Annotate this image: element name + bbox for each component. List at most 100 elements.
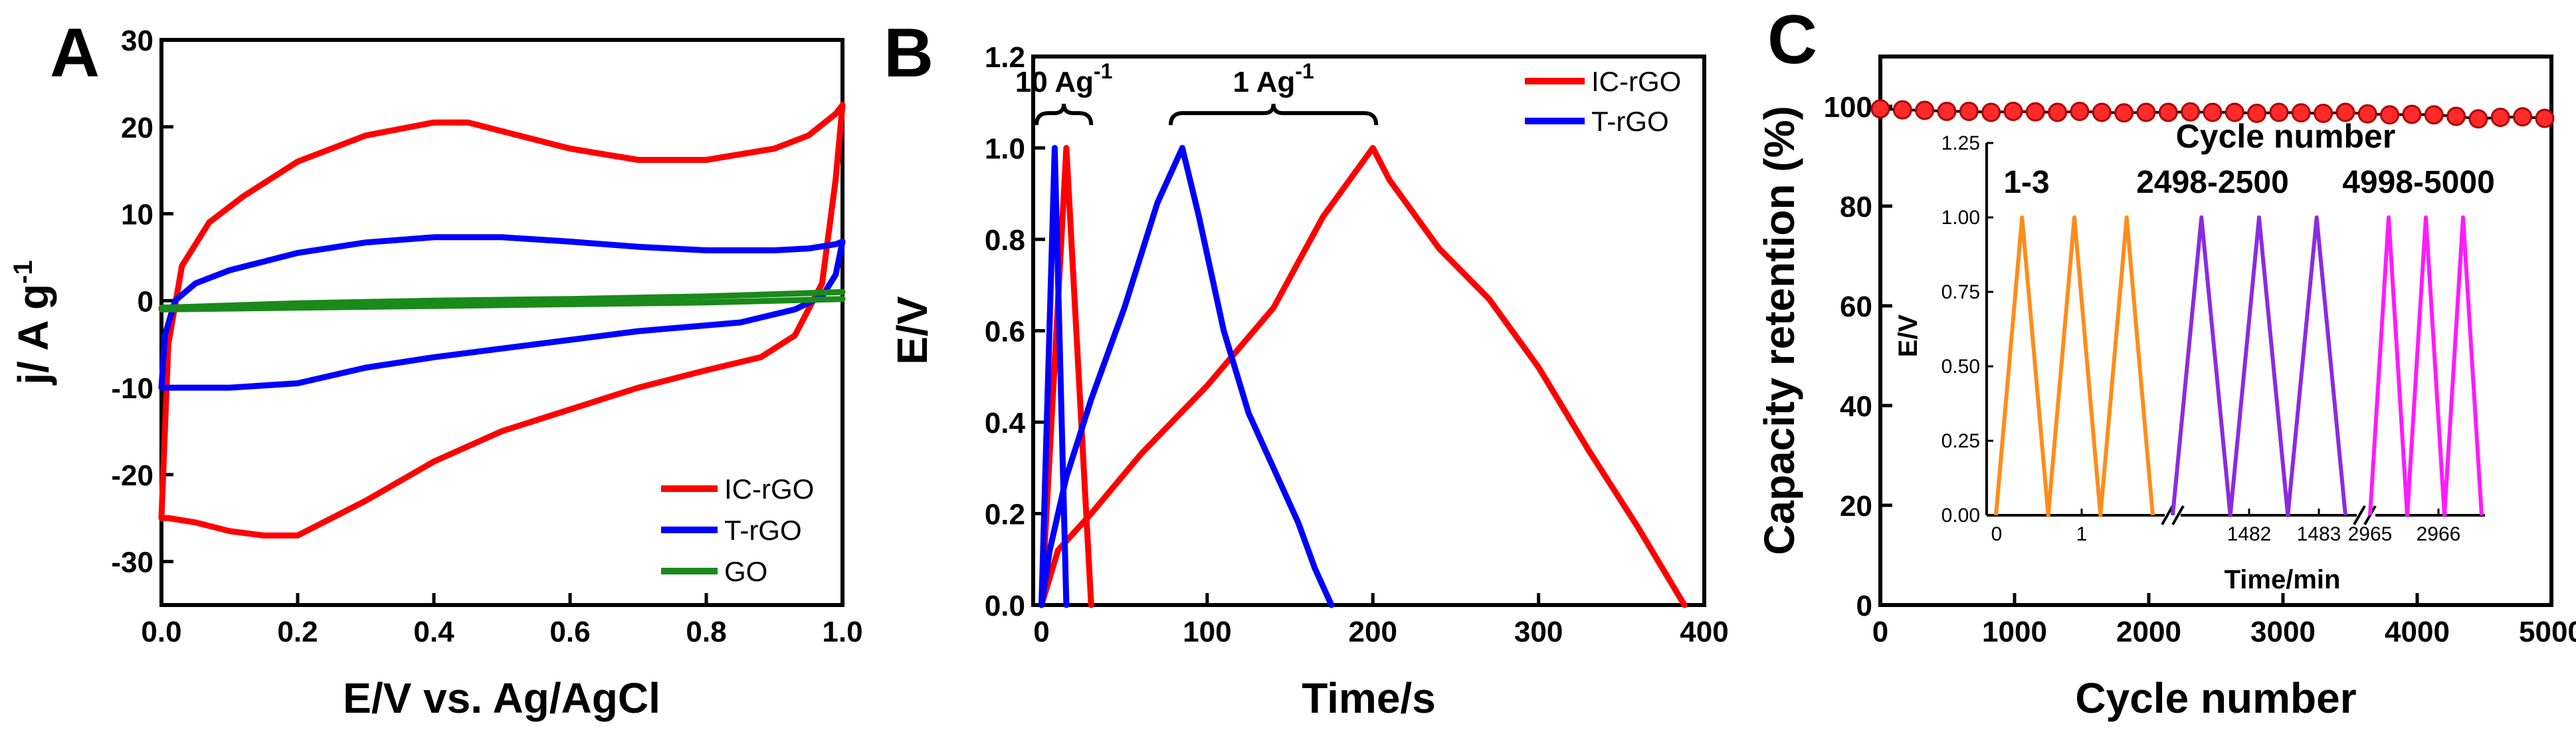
b-ytick-label: 0.6 [985,316,1025,348]
b-annotation-label-0: 10 Ag-1 [1015,59,1113,98]
b-annotation-text-1: 1 Ag [1233,66,1296,98]
panel-b-x-axis-label: Time/s [1302,674,1436,722]
c-retention-point [2114,103,2134,123]
c-retention-point [1981,102,2001,122]
a-series-ic-rgo-cathodic [158,102,846,539]
c-retention-point [2380,105,2400,125]
a-ytick-label: -10 [111,372,153,405]
inset-group-label-2: 2498-2500 [2136,165,2289,200]
c-xtick-label: 0 [1872,616,1888,648]
inset-ytick-label: 1.25 [1941,132,1980,154]
c-retention-point [2424,105,2444,125]
b-annotation-superscript-1: -1 [1295,59,1314,83]
b-ytick-label: 1.0 [985,133,1025,166]
inset-xtick-label: 2966 [2417,523,2461,545]
a-xtick-label: 0.4 [413,616,454,648]
c-retention-point [2092,102,2112,122]
legend-label-go: GO [724,556,767,587]
inset-group-label-1: 1-3 [2003,165,2049,200]
a-ytick-label: 0 [138,285,153,318]
c-retention-point [1937,102,1957,121]
panel-b-series [1039,145,1688,608]
c-retention-point [2025,102,2045,122]
b-annotation-brace-1 [1168,103,1379,126]
b-xtick-label: 300 [1514,616,1563,648]
b-series-t-rgo-1Ag [1039,145,1335,608]
inset-ytick-label: 0.00 [1941,505,1980,527]
panel-a-x-ticks: 0.0 0.2 0.4 0.6 0.8 1.0 [141,593,863,648]
inset-ytick-label: 0.25 [1941,430,1980,452]
a-xtick-label: 1.0 [822,616,862,648]
b-ytick-label: 0.2 [985,499,1025,531]
inset-xtick-label: 1483 [2297,523,2341,545]
b-xtick-label: 0 [1033,616,1049,648]
c-retention-point [2402,104,2422,124]
c-retention-point [1959,102,1979,121]
b-annotation-brace-0 [1034,103,1094,126]
b-ytick-label: 0.0 [985,590,1025,622]
c-ytick-label: 60 [1840,291,1872,323]
a-xtick-label: 0.2 [277,616,318,648]
a-ytick-label: 20 [121,112,153,144]
c-retention-point [2225,102,2244,122]
a-series-ic-rgo-anodic [158,102,846,521]
a-xtick-label: 0.0 [141,616,181,648]
b-annotation-superscript-0: -1 [1094,59,1112,83]
inset-group-label-3: 4998-5000 [2342,165,2495,200]
panel-c-series [1870,99,2555,129]
a-series-go-cathodic [158,296,846,312]
inset-group-line-2 [2171,215,2347,517]
panel-b-annotations: 10 Ag-1 1 Ag-1 [1015,59,1379,126]
a-series-go-anodic [158,289,846,311]
c-retention-point [2357,104,2377,124]
inset-ytick-label: 0.50 [1941,356,1980,378]
inset-ytick-label: 0.75 [1941,281,1980,303]
panel-c-y-ticks: 0 20 40 60 80 100 [1824,91,1892,622]
c-retention-point [2003,102,2023,121]
b-annotation-label-1: 1 Ag-1 [1233,59,1314,98]
panel-c-x-ticks: 0 1000 2000 3000 4000 5000 [1872,593,2576,648]
panel-a-series [158,102,846,539]
panel-c-label: C [1767,1,1817,78]
c-xtick-label: 4000 [2385,616,2450,648]
inset-ytick-label: 1.00 [1941,207,1980,229]
c-retention-point [2291,103,2311,123]
panel-b-x-ticks: 0 100 200 300 400 [1033,593,1729,648]
b-xtick-label: 100 [1183,616,1231,648]
panel-b-legend: IC-rGO T-rGO [1525,66,1681,137]
c-retention-point [2181,102,2201,122]
c-retention-point [2446,106,2466,126]
c-xtick-label: 3000 [2250,616,2316,648]
c-retention-point [2203,102,2223,122]
c-ytick-label: 0 [1856,590,1872,622]
b-series-ic-rgo-10Ag [1039,145,1094,608]
panel-a-label: A [50,15,100,92]
c-retention-point [1892,100,1912,120]
inset-x-axis-label: Time/min [2225,565,2341,594]
c-xtick-label: 2000 [2116,616,2181,648]
legend-label-b-ic-rgo: IC-rGO [1591,66,1681,97]
inset-axis-break-a-1 [2353,505,2366,525]
panel-c-inset: Cycle number 1-3 2498-2500 4998-5000 0.0… [1894,118,2495,594]
a-ytick-label: 10 [121,199,153,231]
c-retention-point [2513,107,2533,127]
panel-a-frame [159,38,844,607]
legend-label-t-rgo: T-rGO [724,515,802,546]
c-retention-point [2070,102,2090,121]
c-ytick-label: 20 [1840,490,1872,523]
c-ytick-label: 40 [1840,390,1872,423]
b-series-ic-rgo-1Ag [1039,145,1688,608]
panel-b-y-axis-label: E/V [888,296,936,364]
c-retention-point [2269,102,2289,122]
b-series-t-rgo-10Ag [1039,145,1070,608]
c-retention-point [1915,100,1935,120]
inset-xtick-label: 2965 [2348,523,2393,545]
c-retention-point [2314,104,2333,123]
panel-a-x-axis-label: E/V vs. Ag/AgCl [343,674,660,722]
b-xtick-label: 400 [1680,616,1728,648]
a-xtick-label: 0.8 [686,616,726,648]
inset-xtick-label: 1482 [2227,523,2272,545]
panel-c-x-axis-label: Cycle number [2075,674,2356,722]
inset-lines [1994,215,2484,517]
legend-label-b-t-rgo: T-rGO [1591,106,1669,137]
